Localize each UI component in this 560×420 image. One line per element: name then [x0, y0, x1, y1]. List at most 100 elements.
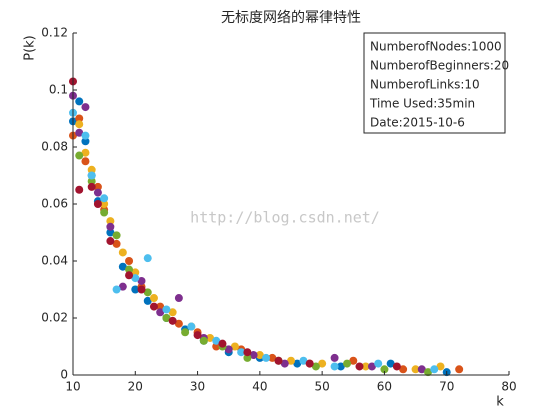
point	[336, 362, 345, 371]
point	[112, 239, 121, 248]
point	[137, 285, 146, 294]
point	[274, 356, 283, 365]
point	[75, 185, 84, 194]
annotation-line: Time Used:35min	[369, 97, 475, 111]
x-tick-label: 30	[190, 380, 205, 394]
x-tick-label: 40	[252, 380, 267, 394]
point	[143, 296, 152, 305]
point	[143, 288, 152, 297]
point	[361, 362, 370, 371]
point	[174, 319, 183, 328]
point	[106, 228, 115, 237]
y-tick-label: 0.04	[41, 254, 68, 268]
point	[287, 356, 295, 365]
point	[374, 359, 383, 368]
point	[330, 362, 339, 371]
point	[230, 342, 239, 351]
point	[218, 339, 227, 348]
point	[100, 200, 109, 208]
point	[87, 165, 96, 174]
point	[355, 362, 364, 371]
point	[118, 248, 127, 257]
point	[112, 285, 121, 294]
point	[75, 151, 84, 160]
points	[69, 77, 464, 377]
point	[249, 351, 258, 360]
y-tick-label: 0	[60, 368, 68, 382]
point	[455, 365, 464, 374]
point	[237, 348, 246, 357]
point	[399, 365, 408, 374]
point	[311, 362, 320, 371]
point	[305, 359, 314, 368]
point	[330, 353, 339, 362]
chart-title: 无标度网络的幂律特性	[221, 10, 361, 26]
point	[380, 365, 389, 374]
point	[75, 128, 84, 137]
point	[106, 222, 115, 231]
point	[243, 348, 252, 357]
point	[125, 257, 134, 265]
point	[212, 342, 221, 351]
point	[81, 137, 90, 146]
point	[100, 194, 109, 203]
point	[367, 362, 376, 371]
point	[149, 294, 158, 303]
point	[206, 333, 215, 342]
point	[243, 353, 252, 362]
point	[212, 336, 221, 345]
point	[87, 177, 96, 186]
point	[93, 200, 102, 208]
point	[81, 103, 90, 112]
point	[162, 305, 171, 314]
y-tick-label: 0.02	[41, 311, 68, 325]
x-tick-label: 50	[315, 380, 330, 394]
point	[75, 97, 84, 106]
point	[268, 353, 277, 362]
point	[156, 308, 165, 317]
point	[280, 359, 289, 368]
point	[131, 274, 140, 283]
point	[199, 336, 208, 345]
point	[411, 365, 420, 374]
point	[81, 131, 90, 140]
point	[118, 262, 127, 271]
point	[255, 351, 264, 360]
point	[131, 268, 140, 277]
point	[112, 231, 121, 240]
point	[143, 254, 152, 263]
point	[106, 217, 115, 226]
point	[75, 120, 84, 129]
x-tick-label: 20	[128, 380, 143, 394]
point	[436, 362, 445, 371]
point	[156, 302, 165, 311]
point	[193, 331, 202, 340]
point	[93, 182, 102, 191]
point	[299, 356, 308, 365]
point	[174, 294, 183, 303]
point	[293, 359, 302, 368]
point	[106, 237, 115, 246]
y-tick-label: 0.1	[49, 83, 68, 97]
point	[137, 276, 146, 285]
point	[318, 359, 327, 368]
point	[224, 345, 233, 354]
x-tick-label: 60	[377, 380, 392, 394]
point	[125, 271, 134, 280]
point	[417, 365, 426, 374]
point	[424, 368, 433, 377]
y-tick-label: 0.06	[41, 197, 68, 211]
point	[168, 316, 177, 325]
point	[430, 365, 439, 374]
x-axis-label: k	[496, 395, 504, 410]
point	[93, 188, 102, 197]
point	[81, 148, 90, 157]
x-tick-label: 70	[439, 380, 454, 394]
annotation-box	[363, 32, 506, 134]
x-tick-label: 80	[501, 380, 516, 394]
y-axis-label: P(k)	[23, 35, 38, 61]
point	[149, 302, 158, 311]
point	[75, 114, 84, 123]
point	[87, 171, 96, 180]
